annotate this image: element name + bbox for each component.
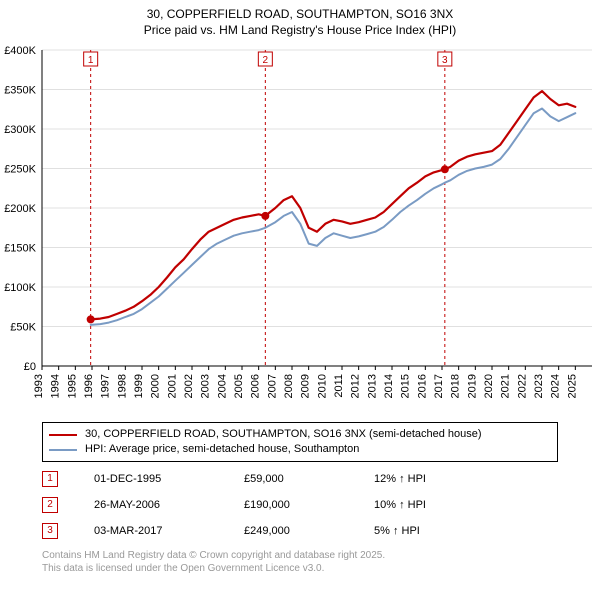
- svg-text:£50K: £50K: [10, 322, 36, 334]
- svg-text:2002: 2002: [183, 374, 195, 398]
- svg-text:2001: 2001: [166, 374, 178, 398]
- svg-text:1995: 1995: [66, 374, 78, 398]
- svg-text:2005: 2005: [233, 374, 245, 398]
- svg-text:£300K: £300K: [4, 124, 36, 136]
- events-list: 1 01-DEC-1995 £59,000 12% ↑ HPI 2 26-MAY…: [42, 466, 426, 544]
- event-delta: 10% ↑ HPI: [374, 499, 426, 511]
- svg-text:1999: 1999: [133, 374, 145, 398]
- svg-text:£350K: £350K: [4, 85, 36, 97]
- event-price: £59,000: [244, 473, 374, 485]
- svg-text:2008: 2008: [283, 374, 295, 398]
- svg-text:1: 1: [88, 55, 94, 66]
- svg-text:2025: 2025: [566, 374, 578, 398]
- chart-container: 30, COPPERFIELD ROAD, SOUTHAMPTON, SO16 …: [0, 0, 600, 590]
- footer: Contains HM Land Registry data © Crown c…: [42, 550, 385, 575]
- chart-svg: £0 £50K £100K £150K £200K £250K £300K £350K £400…: [0, 44, 600, 414]
- svg-text:£0: £0: [24, 361, 36, 373]
- svg-text:2018: 2018: [450, 374, 462, 398]
- svg-text:2016: 2016: [416, 374, 428, 398]
- event-delta: 5% ↑ HPI: [374, 525, 420, 537]
- event-marker-2: 2: [42, 497, 58, 513]
- chart-area: £0 £50K £100K £150K £200K £250K £300K £350K £400…: [0, 44, 600, 414]
- svg-text:£150K: £150K: [4, 243, 36, 255]
- event-row: 2 26-MAY-2006 £190,000 10% ↑ HPI: [42, 492, 426, 518]
- svg-text:2014: 2014: [383, 374, 395, 398]
- title-line2: Price paid vs. HM Land Registry's House …: [0, 22, 600, 38]
- legend-item: 30, COPPERFIELD ROAD, SOUTHAMPTON, SO16 …: [49, 427, 551, 442]
- svg-text:2000: 2000: [150, 374, 162, 398]
- footer-line2: This data is licensed under the Open Gov…: [42, 563, 385, 576]
- svg-text:£400K: £400K: [4, 45, 36, 57]
- title-line1: 30, COPPERFIELD ROAD, SOUTHAMPTON, SO16 …: [0, 6, 600, 22]
- legend-item: HPI: Average price, semi-detached house,…: [49, 442, 551, 457]
- svg-text:2011: 2011: [333, 374, 345, 398]
- event-price: £249,000: [244, 525, 374, 537]
- svg-text:£100K: £100K: [4, 282, 36, 294]
- svg-text:2017: 2017: [433, 374, 445, 398]
- footer-line1: Contains HM Land Registry data © Crown c…: [42, 550, 385, 563]
- event-row: 1 01-DEC-1995 £59,000 12% ↑ HPI: [42, 466, 426, 492]
- svg-text:3: 3: [442, 55, 448, 66]
- svg-text:1993: 1993: [33, 374, 45, 398]
- event-marker-3: 3: [42, 523, 58, 539]
- svg-text:£200K: £200K: [4, 203, 36, 215]
- svg-text:£250K: £250K: [4, 164, 36, 176]
- event-row: 3 03-MAR-2017 £249,000 5% ↑ HPI: [42, 518, 426, 544]
- svg-text:1996: 1996: [83, 374, 95, 398]
- svg-text:2006: 2006: [250, 374, 262, 398]
- event-date: 26-MAY-2006: [94, 499, 244, 511]
- svg-text:2003: 2003: [200, 374, 212, 398]
- svg-text:2022: 2022: [516, 374, 528, 398]
- svg-text:1998: 1998: [116, 374, 128, 398]
- event-marker-1: 1: [42, 471, 58, 487]
- svg-text:2023: 2023: [533, 374, 545, 398]
- legend-swatch-1: [49, 434, 77, 436]
- event-date: 01-DEC-1995: [94, 473, 244, 485]
- legend-label-2: HPI: Average price, semi-detached house,…: [85, 442, 359, 457]
- svg-text:2020: 2020: [483, 374, 495, 398]
- title-block: 30, COPPERFIELD ROAD, SOUTHAMPTON, SO16 …: [0, 0, 600, 38]
- svg-text:2013: 2013: [366, 374, 378, 398]
- svg-text:2021: 2021: [500, 374, 512, 398]
- legend: 30, COPPERFIELD ROAD, SOUTHAMPTON, SO16 …: [42, 422, 558, 462]
- event-date: 03-MAR-2017: [94, 525, 244, 537]
- svg-text:2007: 2007: [266, 374, 278, 398]
- svg-text:2004: 2004: [216, 374, 228, 398]
- legend-label-1: 30, COPPERFIELD ROAD, SOUTHAMPTON, SO16 …: [85, 427, 482, 442]
- legend-swatch-2: [49, 449, 77, 451]
- svg-text:1997: 1997: [100, 374, 112, 398]
- svg-text:2019: 2019: [466, 374, 478, 398]
- svg-text:2015: 2015: [400, 374, 412, 398]
- svg-text:2: 2: [263, 55, 269, 66]
- event-delta: 12% ↑ HPI: [374, 473, 426, 485]
- svg-text:2012: 2012: [350, 374, 362, 398]
- event-price: £190,000: [244, 499, 374, 511]
- svg-text:1994: 1994: [50, 374, 62, 398]
- svg-text:2010: 2010: [316, 374, 328, 398]
- svg-text:2009: 2009: [300, 374, 312, 398]
- svg-text:2024: 2024: [550, 374, 562, 398]
